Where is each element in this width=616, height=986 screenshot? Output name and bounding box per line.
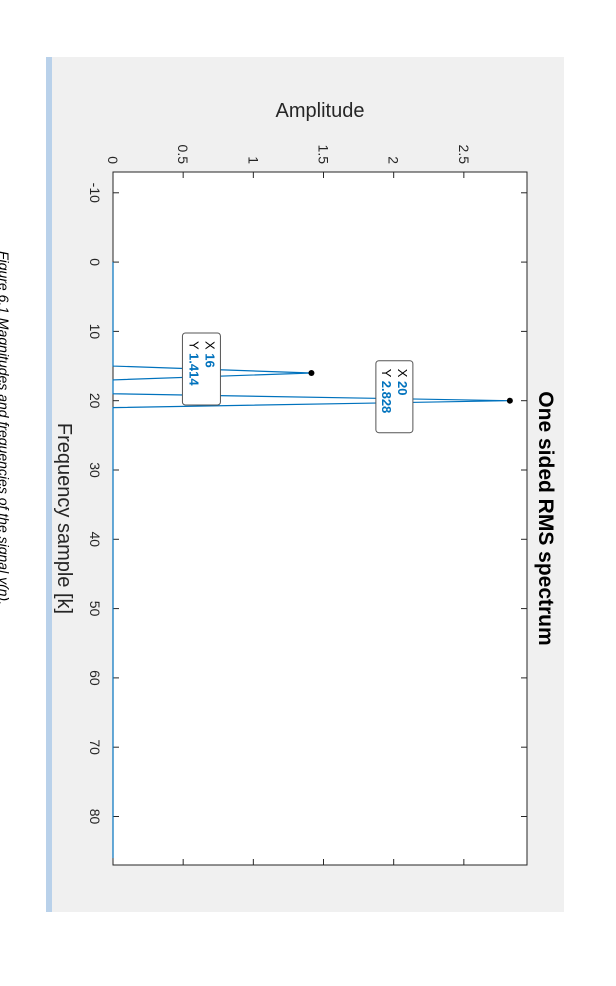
x-tick-label: 60 — [87, 670, 103, 686]
x-tick-label: 0 — [87, 258, 103, 266]
x-tick-label: 30 — [87, 462, 103, 478]
datatip-y-text: Y 1.414 — [186, 341, 201, 386]
x-tick-label: 40 — [87, 532, 103, 548]
y-tick-label: 2 — [386, 156, 402, 164]
datatip-x-text: X 20 — [395, 369, 410, 396]
y-tick-label: 2.5 — [456, 145, 472, 165]
datatip-marker — [506, 397, 513, 404]
plot-area — [112, 171, 528, 866]
x-tick-label: 50 — [87, 601, 103, 617]
x-tick-label: 70 — [87, 739, 103, 755]
datatip-x-text: X 16 — [202, 341, 217, 368]
y-tick-label: 1.5 — [316, 145, 332, 165]
chart-title: One sided RMS spectrum — [534, 391, 557, 645]
x-tick-label: 10 — [87, 324, 103, 340]
x-tick-label: 80 — [87, 809, 103, 825]
x-axis-label: Frequency sample [k] — [53, 423, 75, 614]
y-tick-label: 0.5 — [175, 145, 191, 165]
y-tick-label: 0 — [105, 156, 121, 164]
datatip-box — [375, 360, 414, 434]
x-tick-label: 20 — [87, 393, 103, 409]
datatip-box — [181, 332, 221, 406]
datatip-marker — [308, 369, 315, 376]
y-tick-label: 1 — [245, 156, 261, 164]
datatip-y-text: Y 2.828 — [379, 369, 394, 414]
y-axis-label: Amplitude — [276, 100, 365, 122]
x-tick-label: -10 — [87, 183, 103, 203]
figure-caption: Figure 6.1 Magnitudes and frequencies of… — [0, 251, 12, 606]
figure-panel-edge — [46, 57, 52, 912]
